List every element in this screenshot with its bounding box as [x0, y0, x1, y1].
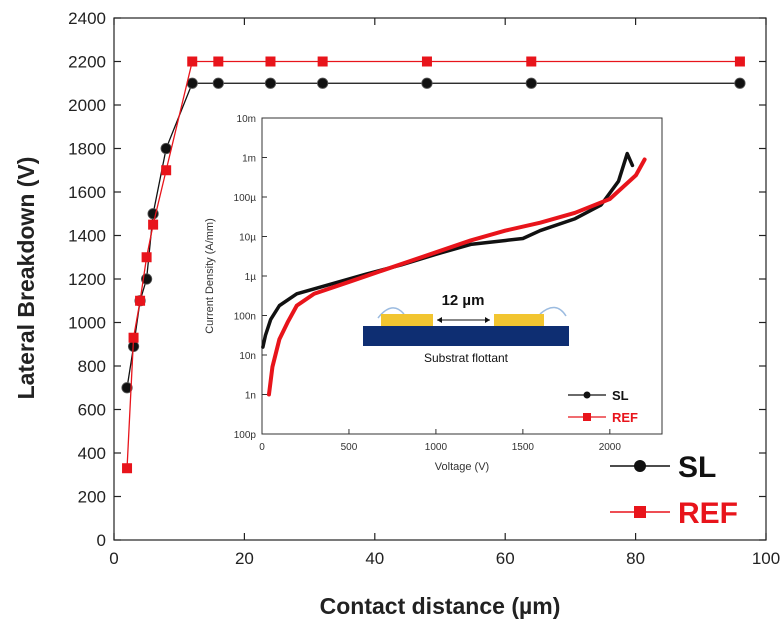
y-tick-label: 400: [78, 444, 106, 463]
y-tick-label: 2000: [68, 96, 106, 115]
spacing-arrowhead-left: [437, 317, 442, 323]
y-tick-label: 200: [78, 488, 106, 507]
spacing-label: 12 µm: [442, 292, 485, 309]
series-ref-point: [141, 252, 152, 263]
inset-y-axis-title: Current Density (A/mm): [204, 218, 216, 334]
inset-x-tick-label: 2000: [599, 442, 622, 453]
series-sl-point: [186, 77, 198, 89]
x-tick-label: 20: [235, 549, 254, 568]
inset-plot-frame: [261, 117, 663, 435]
y-tick-label: 600: [78, 401, 106, 420]
inset-x-axis-title: Voltage (V): [435, 461, 489, 473]
y-tick-label: 1600: [68, 183, 106, 202]
x-tick-label: 80: [626, 549, 645, 568]
y-tick-label: 1800: [68, 140, 106, 159]
x-tick-label: 40: [365, 549, 384, 568]
series-ref-point: [128, 332, 139, 343]
series-ref-point: [265, 56, 276, 67]
series-ref-point: [213, 56, 224, 67]
y-tick-label: 2400: [68, 9, 106, 28]
series-ref-point: [317, 56, 328, 67]
y-tick-label: 800: [78, 357, 106, 376]
series-ref-point: [421, 56, 432, 67]
inset-x-tick-label: 0: [259, 442, 265, 453]
device-diagram: 12 µm Substrat flottant: [363, 292, 569, 365]
inset-legend-ref-marker: [583, 413, 591, 421]
inset-series-ref-curve: [266, 157, 647, 397]
inset-legend: SL REF: [568, 388, 638, 425]
x-tick-label: 100: [752, 549, 780, 568]
y-tick-label: 1000: [68, 314, 106, 333]
series-ref-point: [526, 56, 537, 67]
substrate-label: Substrat flottant: [424, 351, 509, 365]
series-sl-point: [317, 77, 329, 89]
series-ref-point: [734, 56, 745, 67]
x-tick-label: 60: [496, 549, 515, 568]
legend-ref-label: REF: [678, 497, 738, 530]
y-axis-title: Lateral Breakdown (V): [13, 157, 39, 400]
main-series: [121, 56, 746, 474]
inset-y-tick-label: 10n: [239, 351, 256, 362]
legend-sl-label: SL: [678, 451, 716, 484]
series-ref-point: [135, 295, 146, 306]
substrate-layer: [363, 326, 569, 346]
main-legend: SL REF: [610, 451, 738, 530]
x-tick-label: 0: [109, 549, 118, 568]
inset-legend-ref-label: REF: [612, 410, 638, 425]
inset-y-tick-label: 10µ: [239, 233, 256, 244]
inset-legend-sl-marker: [583, 391, 591, 399]
y-tick-label: 2200: [68, 53, 106, 72]
left-lead-wire: [377, 307, 405, 319]
inset-y-tick-label: 1n: [245, 391, 256, 402]
inset-x-tick-label: 1500: [512, 442, 535, 453]
y-tick-label: 1400: [68, 227, 106, 246]
legend-sl-marker: [634, 460, 646, 472]
series-sl-point: [121, 382, 133, 394]
series-sl-point: [734, 77, 746, 89]
right-contact: [494, 314, 544, 326]
inset-y-tick-label: 100µ: [234, 193, 257, 204]
series-ref-point: [122, 463, 133, 474]
inset-x-tick-label: 1000: [425, 442, 448, 453]
main-axes: 0 20 40 60 80 1000200400600800100012001400160…: [68, 9, 780, 568]
inset-legend-sl-label: SL: [612, 388, 629, 403]
series-sl-point: [421, 77, 433, 89]
series-sl-point: [160, 142, 172, 155]
series-ref-point: [161, 165, 172, 176]
spacing-arrowhead-right: [485, 317, 490, 323]
inset-y-tick-label: 100p: [234, 430, 257, 441]
series-sl-point: [264, 77, 277, 89]
inset-chart: 0 500 1000 1500 2000 10m 1m 100µ 10µ 1µ 100n 10n 1n 1…: [204, 114, 663, 473]
legend-ref-marker: [634, 506, 646, 518]
series-sl-point: [212, 77, 224, 89]
inset-y-tick-label: 1m: [242, 154, 256, 165]
inset-y-tick-label: 100n: [234, 312, 256, 323]
series-ref-point: [148, 219, 159, 230]
inset-y-tick-label: 10m: [237, 114, 256, 125]
left-contact: [381, 314, 433, 326]
inset-y-tick-label: 1µ: [245, 272, 257, 283]
y-tick-label: 0: [97, 531, 106, 550]
series-ref-point: [187, 56, 198, 67]
series-sl-point: [525, 77, 537, 89]
inset-x-tick-label: 500: [341, 442, 358, 453]
y-tick-label: 1200: [68, 270, 106, 289]
right-lead-wire: [539, 306, 567, 317]
x-axis-title: Contact distance (µm): [320, 593, 561, 619]
